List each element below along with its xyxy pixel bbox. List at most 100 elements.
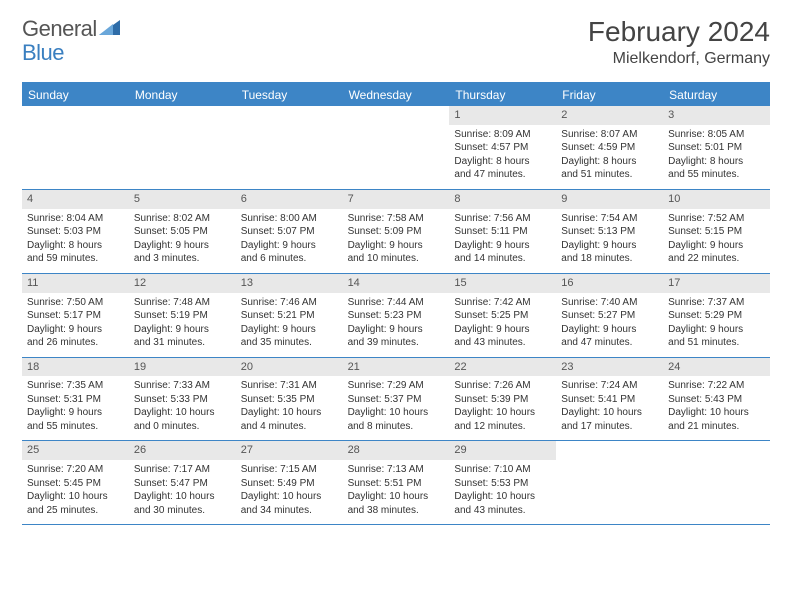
sunset-text: Sunset: 5:05 PM	[134, 225, 231, 239]
day-cell	[343, 106, 450, 189]
sunrise-text: Sunrise: 7:22 AM	[668, 379, 765, 393]
sunrise-text: Sunrise: 7:48 AM	[134, 296, 231, 310]
daylight-text: and 38 minutes.	[348, 504, 445, 518]
day-cell: 23Sunrise: 7:24 AMSunset: 5:41 PMDayligh…	[556, 358, 663, 441]
day-number: 19	[129, 358, 236, 377]
day-cell: 4Sunrise: 8:04 AMSunset: 5:03 PMDaylight…	[22, 190, 129, 273]
day-cell: 21Sunrise: 7:29 AMSunset: 5:37 PMDayligh…	[343, 358, 450, 441]
daylight-text: Daylight: 9 hours	[668, 239, 765, 253]
dow-saturday: Saturday	[663, 84, 770, 106]
daylight-text: and 43 minutes.	[454, 504, 551, 518]
daylight-text: Daylight: 10 hours	[348, 406, 445, 420]
sunrise-text: Sunrise: 7:24 AM	[561, 379, 658, 393]
sunset-text: Sunset: 5:33 PM	[134, 393, 231, 407]
day-number: 10	[663, 190, 770, 209]
day-number: 28	[343, 441, 450, 460]
day-cell: 7 Sunrise: 7:58 AMSunset: 5:09 PMDaylight…	[343, 190, 450, 273]
daylight-text: and 47 minutes.	[454, 168, 551, 182]
day-cell: 1Sunrise: 8:09 AMSunset: 4:57 PMDaylight…	[449, 106, 556, 189]
daylight-text: and 12 minutes.	[454, 420, 551, 434]
dow-wednesday: Wednesday	[343, 84, 450, 106]
day-cell	[663, 441, 770, 524]
sunset-text: Sunset: 5:53 PM	[454, 477, 551, 491]
day-cell: 11Sunrise: 7:50 AMSunset: 5:17 PMDayligh…	[22, 274, 129, 357]
day-number: 20	[236, 358, 343, 377]
sunrise-text: Sunrise: 8:05 AM	[668, 128, 765, 142]
daylight-text: and 39 minutes.	[348, 336, 445, 350]
daylight-text: and 34 minutes.	[241, 504, 338, 518]
day-cell	[556, 441, 663, 524]
sunrise-text: Sunrise: 7:29 AM	[348, 379, 445, 393]
sunset-text: Sunset: 5:07 PM	[241, 225, 338, 239]
sunrise-text: Sunrise: 7:35 AM	[27, 379, 124, 393]
location: Mielkendorf, Germany	[588, 50, 770, 68]
daylight-text: Daylight: 10 hours	[241, 490, 338, 504]
sunrise-text: Sunrise: 7:58 AM	[348, 212, 445, 226]
daylight-text: Daylight: 8 hours	[27, 239, 124, 253]
day-cell: 15Sunrise: 7:42 AMSunset: 5:25 PMDayligh…	[449, 274, 556, 357]
daylight-text: and 10 minutes.	[348, 252, 445, 266]
daylight-text: Daylight: 9 hours	[134, 239, 231, 253]
sunrise-text: Sunrise: 7:15 AM	[241, 463, 338, 477]
dow-friday: Friday	[556, 84, 663, 106]
daylight-text: Daylight: 9 hours	[241, 323, 338, 337]
dow-row: Sunday Monday Tuesday Wednesday Thursday…	[22, 84, 770, 106]
sunset-text: Sunset: 5:15 PM	[668, 225, 765, 239]
day-cell: 17Sunrise: 7:37 AMSunset: 5:29 PMDayligh…	[663, 274, 770, 357]
day-number: 21	[343, 358, 450, 377]
day-number: 15	[449, 274, 556, 293]
day-number: 29	[449, 441, 556, 460]
sunrise-text: Sunrise: 7:17 AM	[134, 463, 231, 477]
sunrise-text: Sunrise: 7:52 AM	[668, 212, 765, 226]
day-cell: 26Sunrise: 7:17 AMSunset: 5:47 PMDayligh…	[129, 441, 236, 524]
sunset-text: Sunset: 5:19 PM	[134, 309, 231, 323]
day-cell: 9Sunrise: 7:54 AMSunset: 5:13 PMDaylight…	[556, 190, 663, 273]
month-title: February 2024	[588, 16, 770, 48]
sunrise-text: Sunrise: 8:04 AM	[27, 212, 124, 226]
daylight-text: Daylight: 9 hours	[134, 323, 231, 337]
sunrise-text: Sunrise: 7:10 AM	[454, 463, 551, 477]
daylight-text: and 14 minutes.	[454, 252, 551, 266]
day-cell: 14Sunrise: 7:44 AMSunset: 5:23 PMDayligh…	[343, 274, 450, 357]
day-number: 25	[22, 441, 129, 460]
daylight-text: and 21 minutes.	[668, 420, 765, 434]
daylight-text: and 51 minutes.	[668, 336, 765, 350]
day-number: 3	[663, 106, 770, 125]
daylight-text: Daylight: 9 hours	[348, 323, 445, 337]
day-number: 16	[556, 274, 663, 293]
sunset-text: Sunset: 5:13 PM	[561, 225, 658, 239]
day-number: 24	[663, 358, 770, 377]
triangle-icon	[99, 18, 121, 41]
daylight-text: and 22 minutes.	[668, 252, 765, 266]
day-cell: 3Sunrise: 8:05 AMSunset: 5:01 PMDaylight…	[663, 106, 770, 189]
day-number: 17	[663, 274, 770, 293]
day-cell: 18Sunrise: 7:35 AMSunset: 5:31 PMDayligh…	[22, 358, 129, 441]
sunset-text: Sunset: 5:09 PM	[348, 225, 445, 239]
day-number: 12	[129, 274, 236, 293]
daylight-text: Daylight: 9 hours	[561, 323, 658, 337]
sunset-text: Sunset: 5:17 PM	[27, 309, 124, 323]
daylight-text: Daylight: 9 hours	[27, 323, 124, 337]
header: General February 2024 Mielkendorf, Germa…	[22, 16, 770, 68]
daylight-text: Daylight: 10 hours	[27, 490, 124, 504]
sunrise-text: Sunrise: 7:50 AM	[27, 296, 124, 310]
sunrise-text: Sunrise: 7:40 AM	[561, 296, 658, 310]
daylight-text: Daylight: 9 hours	[348, 239, 445, 253]
sunset-text: Sunset: 5:27 PM	[561, 309, 658, 323]
dow-sunday: Sunday	[22, 84, 129, 106]
sunset-text: Sunset: 5:01 PM	[668, 141, 765, 155]
sunset-text: Sunset: 5:23 PM	[348, 309, 445, 323]
day-cell: 6Sunrise: 8:00 AMSunset: 5:07 PMDaylight…	[236, 190, 343, 273]
sunset-text: Sunset: 5:43 PM	[668, 393, 765, 407]
daylight-text: and 17 minutes.	[561, 420, 658, 434]
sunrise-text: Sunrise: 7:20 AM	[27, 463, 124, 477]
daylight-text: and 3 minutes.	[134, 252, 231, 266]
daylight-text: and 30 minutes.	[134, 504, 231, 518]
day-cell: 5Sunrise: 8:02 AMSunset: 5:05 PMDaylight…	[129, 190, 236, 273]
day-number: 7	[343, 190, 450, 209]
daylight-text: and 59 minutes.	[27, 252, 124, 266]
day-cell	[129, 106, 236, 189]
day-cell: 16 Sunrise: 7:40 AMSunset: 5:27 PMDayligh…	[556, 274, 663, 357]
sunset-text: Sunset: 5:25 PM	[454, 309, 551, 323]
day-number: 13	[236, 274, 343, 293]
